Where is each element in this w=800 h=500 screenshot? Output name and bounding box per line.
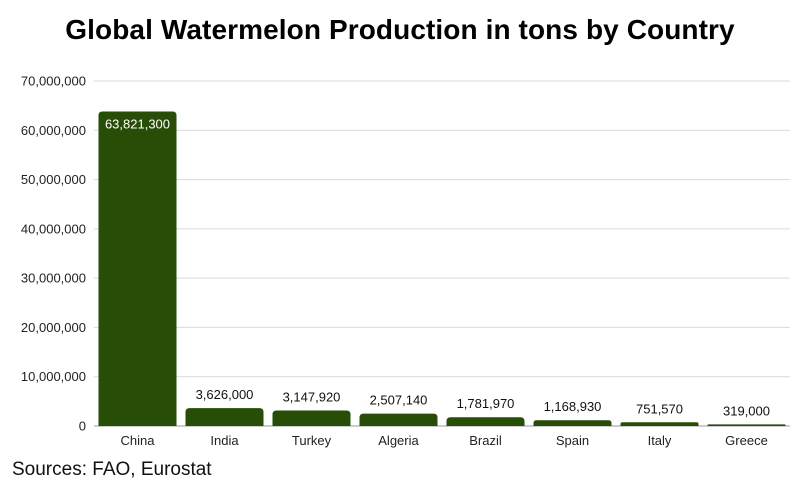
value-labels: 63,821,300 3,626,000 3,147,920 2,507,140 1,7… <box>105 116 770 418</box>
x-tick-label: Turkey <box>292 433 332 448</box>
bar-brazil <box>446 417 525 426</box>
value-label: 1,781,970 <box>457 396 515 411</box>
x-tick-label: Italy <box>648 433 672 448</box>
x-tick-label: India <box>210 433 239 448</box>
y-tick-label: 20,000,000 <box>21 320 86 335</box>
y-tick-label: 60,000,000 <box>21 123 86 138</box>
x-tick-label: Brazil <box>469 433 502 448</box>
bar-turkey <box>272 410 351 426</box>
bar-china <box>98 111 177 427</box>
value-label: 1,168,930 <box>544 399 602 414</box>
bar-spain <box>533 420 612 426</box>
bar-greece <box>707 424 786 426</box>
y-tick-label: 50,000,000 <box>21 172 86 187</box>
y-axis-ticks: 0 10,000,000 20,000,000 30,000,000 40,000,00… <box>21 74 86 434</box>
value-label: 751,570 <box>636 401 683 416</box>
y-tick-label: 10,000,000 <box>21 369 86 384</box>
bar-algeria <box>359 413 438 426</box>
y-tick-label: 30,000,000 <box>21 271 86 286</box>
bar-india <box>185 408 264 426</box>
y-tick-label: 40,000,000 <box>21 221 86 236</box>
x-tick-label: Greece <box>725 433 768 448</box>
bar-italy <box>620 422 699 426</box>
value-label: 63,821,300 <box>105 116 170 131</box>
chart-title: Global Watermelon Production in tons by … <box>65 14 735 45</box>
value-label: 3,626,000 <box>196 387 254 402</box>
bars <box>98 111 786 427</box>
x-tick-label: Algeria <box>378 433 419 448</box>
value-label: 2,507,140 <box>370 393 428 408</box>
x-axis-categories: China India Turkey Algeria Brazil Spain Italy G… <box>121 433 768 448</box>
value-label: 319,000 <box>723 403 770 418</box>
y-tick-label: 0 <box>79 419 86 434</box>
x-tick-label: China <box>121 433 156 448</box>
source-note: Sources: FAO, Eurostat <box>12 459 212 480</box>
value-label: 3,147,920 <box>283 389 341 404</box>
grid-lines <box>94 80 790 427</box>
y-tick-label: 70,000,000 <box>21 74 86 89</box>
x-tick-label: Spain <box>556 433 589 448</box>
